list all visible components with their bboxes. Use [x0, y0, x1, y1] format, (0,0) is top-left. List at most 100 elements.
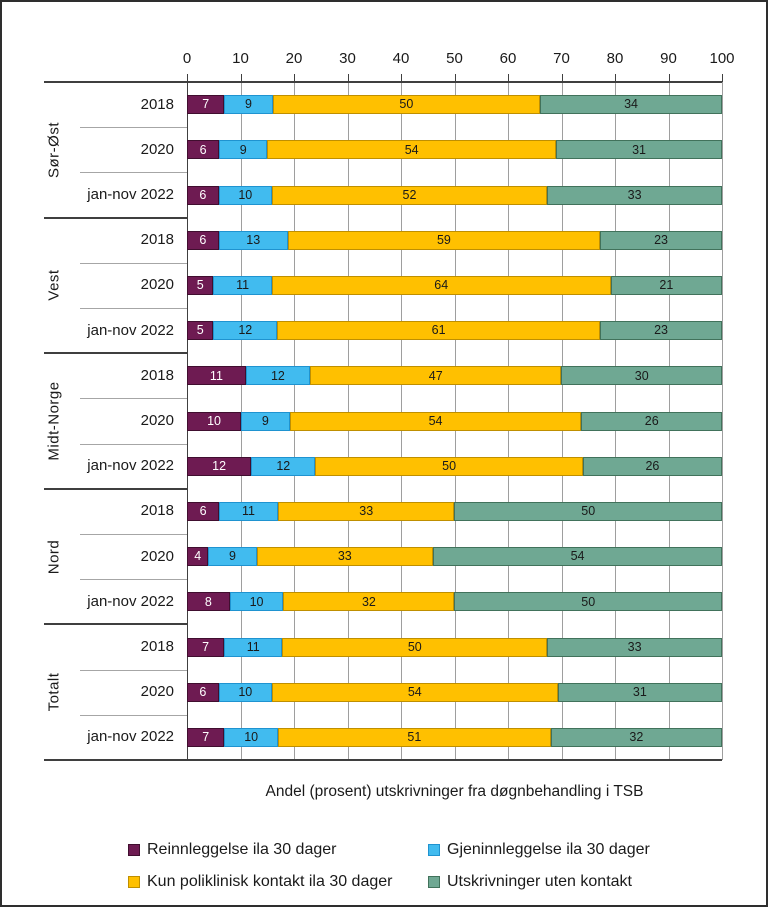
period-label: 2018: [140, 502, 174, 520]
bar-value-label: 33: [627, 187, 642, 202]
bar-value-label: 47: [428, 368, 443, 383]
bar-value-label: 50: [581, 504, 596, 519]
period-divider: [80, 308, 187, 309]
bar-value-label: 6: [199, 142, 207, 157]
axis-tick: [561, 74, 563, 82]
bar-value-label: 7: [202, 730, 210, 745]
bar-row: 7 11 50 33: [187, 637, 722, 657]
period-label: jan-nov 2022: [87, 186, 174, 203]
bar-value-label: 26: [644, 413, 659, 428]
bar-row: 5 11 64 21: [187, 275, 722, 295]
bar-segment: 12: [213, 321, 278, 341]
bar-segment: 6: [187, 501, 220, 521]
bar-segment: 54: [271, 682, 558, 702]
bar-value-label: 6: [199, 504, 207, 519]
bar-segment: 54: [289, 411, 582, 431]
bar-value-label: 59: [436, 232, 451, 247]
bar-value-label: 30: [634, 368, 649, 383]
bar-value-label: 64: [434, 278, 449, 293]
bar-value-label: 9: [245, 97, 252, 112]
bar-segment: 26: [582, 456, 722, 476]
bar-row: 6 10 52 33: [187, 185, 722, 205]
bar-segment: 47: [310, 366, 562, 386]
bar-row: 8 10 32 50: [187, 592, 722, 612]
group-divider: [44, 623, 187, 626]
bar-segment: 23: [600, 321, 722, 341]
bar-value-label: 33: [337, 549, 352, 564]
period-label: 2018: [140, 95, 174, 113]
bar-segment: 10: [229, 592, 284, 612]
x-axis-tick-label: 80: [606, 50, 624, 67]
bar-value-label: 6: [199, 187, 207, 202]
axis-tick: [615, 74, 616, 82]
bar-segment: 21: [610, 275, 722, 295]
bar-value-label: 10: [238, 187, 253, 202]
axis-tick: [187, 74, 188, 82]
period-divider: [80, 714, 187, 716]
period-label: 2018: [140, 638, 174, 655]
bar-segment: 11: [224, 637, 283, 657]
bar-segment: 10: [224, 727, 278, 747]
bar-segment: 50: [454, 592, 722, 612]
bar-segment: 34: [540, 95, 722, 115]
bar-value-label: 6: [199, 232, 207, 247]
bar-segment: 8: [187, 592, 230, 612]
bar-value-label: 11: [236, 278, 250, 293]
legend-item: Kun poliklinisk kontakt ila 30 dager: [128, 873, 392, 891]
bar-row: 7 10 51 32: [187, 727, 722, 747]
bar-value-label: 33: [359, 504, 374, 519]
x-axis-tick-label: 100: [709, 50, 735, 67]
period-label: jan-nov 2022: [87, 457, 174, 475]
period-label: 2020: [140, 683, 174, 701]
bar-segment: 31: [557, 682, 722, 702]
legend-label: Reinnleggelse ila 30 dager: [147, 841, 337, 858]
bar-value-label: 50: [581, 594, 596, 609]
group-divider: [44, 216, 187, 219]
legend-item: Utskrivninger uten kontakt: [428, 873, 632, 891]
bar-segment: 61: [277, 321, 601, 341]
legend-label: Kun poliklinisk kontakt ila 30 dager: [147, 873, 393, 890]
plot-top-line: [44, 81, 722, 83]
bar-segment: 12: [187, 456, 252, 476]
bar-segment: 5: [187, 321, 214, 341]
period-divider: [80, 262, 187, 264]
bar-value-label: 54: [570, 549, 585, 564]
bar-segment: 7: [187, 637, 225, 657]
x-axis-tick-label: 40: [392, 50, 410, 67]
bar-segment: 54: [433, 547, 722, 567]
period-divider: [80, 443, 187, 445]
bar-segment: 6: [187, 682, 219, 702]
bar-segment: 9: [208, 547, 257, 567]
bar-segment: 12: [251, 456, 316, 476]
legend-swatch: [128, 844, 140, 856]
x-axis-title: Andel (prosent) utskrivninger fra døgnbe…: [265, 783, 644, 800]
bar-value-label: 50: [407, 639, 422, 654]
period-divider: [80, 172, 187, 174]
bar-value-label: 7: [202, 639, 210, 654]
bar-row: 5 12 61 23: [187, 321, 722, 341]
bar-value-label: 9: [261, 413, 269, 428]
bar-segment: 50: [272, 95, 541, 115]
bar-value-label: 50: [399, 97, 414, 112]
axis-tick: [294, 74, 295, 82]
bar-value-label: 10: [238, 684, 253, 699]
period-label: jan-nov 2022: [87, 728, 174, 746]
period-divider: [80, 579, 187, 581]
x-axis-tick-label: 70: [553, 50, 570, 67]
x-axis-tick-label: 90: [660, 50, 677, 67]
group-divider: [44, 352, 187, 355]
x-axis-tick-label: 20: [285, 50, 303, 67]
bar-row: 4 9 33 54: [187, 547, 722, 567]
bar-segment: 10: [218, 185, 272, 205]
bar-segment: 51: [277, 727, 551, 747]
bar-segment: 6: [187, 185, 219, 205]
bar-value-label: 31: [632, 684, 647, 699]
bar-segment: 13: [218, 230, 288, 250]
bar-segment: 32: [283, 592, 455, 612]
bar-value-label: 33: [627, 639, 642, 654]
axis-tick: [668, 74, 670, 82]
bar-value-label: 5: [196, 278, 204, 293]
region-label: Sør-Øst: [45, 121, 63, 178]
bar-segment: 7: [187, 727, 225, 747]
bar-value-label: 12: [276, 458, 291, 473]
